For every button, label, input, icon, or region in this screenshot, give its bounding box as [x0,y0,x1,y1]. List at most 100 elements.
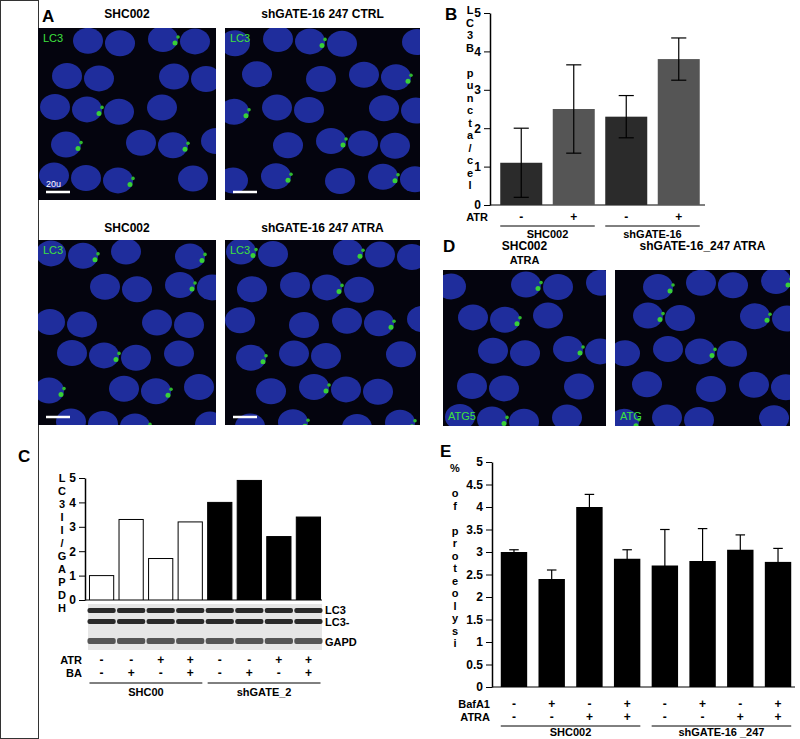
nucleus [489,375,519,401]
puncta [789,277,790,281]
y-axis-title-char: c [467,154,473,166]
tick-label: 3 [69,520,76,534]
nucleus [256,378,286,404]
tick: 2 [69,545,85,559]
nucleus [386,341,416,367]
tick: 4 [476,500,492,514]
blot-band [206,608,234,613]
puncta [79,141,83,145]
error-bar [773,548,783,575]
condition-value: + [548,697,555,711]
blot-band [87,608,115,613]
panel-label: E [440,442,451,461]
condition-value: - [738,697,742,711]
tick-mark [484,128,490,129]
y-axis-title-char: I [60,511,63,523]
condition-value: + [570,210,577,224]
condition-value: + [775,710,782,724]
tick-mark [79,576,85,577]
nucleus [369,95,399,121]
puncta [169,387,173,391]
nucleus [141,378,171,404]
blot-band [294,638,322,644]
blot-label: GAPD [325,636,357,648]
error-bar-stem [702,529,703,594]
tick-label: 0.5 [466,658,483,672]
bar [208,502,232,600]
nucleus [88,411,118,425]
error-bar-cap [773,548,783,549]
nucleus [332,308,362,334]
image-title: shGATE-16 247 ATRA [261,221,384,235]
stain-label: ATG5 [448,410,476,422]
error-bar-cap [585,494,595,495]
puncta [786,283,791,288]
nucleus [175,243,205,269]
bar [538,579,564,687]
tick-label: 0 [476,680,483,694]
group-label: SHC00 [128,686,163,698]
puncta [337,289,342,294]
nucleus [38,240,66,266]
error-bar-cap [547,587,557,588]
cells [38,240,216,425]
nucleus [39,163,69,189]
nucleus [142,310,172,336]
puncta [200,258,205,263]
stain-label: LC3 [43,32,63,44]
micrograph-background [443,270,606,426]
stain-label: LC3 [230,32,250,44]
puncta [148,423,152,425]
blot-band [147,608,175,613]
error-bar [622,550,632,568]
puncta [286,178,291,183]
image-title: SHC002 [104,221,150,235]
y-axis: 00.511.522.533.544.55 [466,455,492,694]
nucleus [407,306,420,332]
condition-value: + [187,653,194,667]
y-axis: 012345 [474,6,490,212]
puncta [324,389,329,394]
error-bar [698,529,708,594]
y-axis-title-char: % [450,462,460,474]
nucleus [105,30,135,56]
y-axis-title-char: a [467,129,474,141]
blot-band [147,638,175,644]
puncta [247,108,251,112]
tick-mark [486,507,492,508]
puncta [96,252,100,256]
nucleus [385,410,415,425]
nucleus [195,412,216,425]
micrograph-background [225,28,420,200]
bar-chart: 012345LC3II/GAPDHLC3LC3-GAPDATR--++--++B… [58,471,357,698]
tick-label: 4.5 [466,478,483,492]
y-axis-title-char: n [467,92,474,104]
tick-mark [486,620,492,621]
nucleus [348,130,378,156]
puncta [765,318,770,323]
micrograph: SHC002ATRAATG5 [436,239,616,435]
tick-label: 5 [476,455,483,469]
condition-value: - [247,653,251,667]
puncta [634,423,639,426]
nucleus [103,167,133,193]
tick-label: 3 [476,545,483,559]
error-bar-stem [777,548,778,575]
bar [267,537,291,600]
y-axis-title-char: o [452,587,459,599]
nucleus [258,241,288,267]
y-axis-title-char: t [468,117,472,129]
y-axis: 012345 [69,471,85,607]
nucleus [652,405,682,426]
blot-band [265,608,293,613]
panel-label: C [18,447,30,466]
tick-label: 2 [474,122,481,136]
error-bar-cap [566,64,581,65]
nucleus [331,376,361,402]
nucleus [365,242,395,268]
nucleus [327,31,357,57]
panel-label: D [443,237,455,256]
nucleus [402,29,420,55]
y-axis-title-char: s [452,625,458,637]
blot-band [117,608,145,613]
